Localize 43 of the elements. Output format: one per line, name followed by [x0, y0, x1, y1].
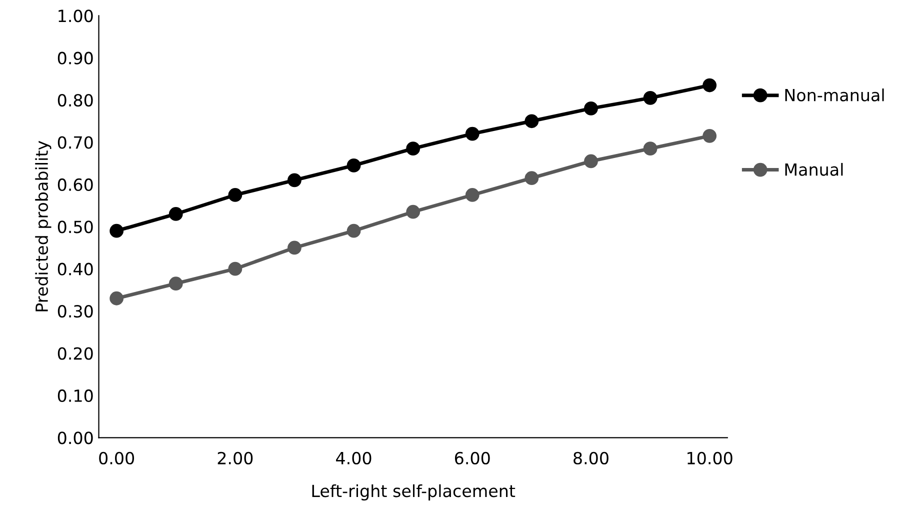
x-tick-label: 0.00: [99, 452, 134, 464]
y-tick-label: 0.10: [58, 389, 93, 402]
y-tick-label: 0.40: [58, 262, 93, 276]
y-tick-label: 0.30: [58, 305, 93, 318]
y-tick-label: 0.70: [58, 136, 93, 149]
legend-label: Non-manual: [785, 88, 884, 102]
y-tick-label: 0.50: [58, 220, 93, 234]
y-tick-label: 0.90: [58, 52, 93, 64]
point: [643, 142, 658, 156]
point: [465, 188, 480, 202]
point: [228, 188, 242, 202]
point: [346, 158, 361, 172]
point: [346, 224, 361, 238]
x-tick-label: 10.00: [688, 452, 732, 464]
point: [584, 102, 598, 116]
x-tick-label: 8.00: [574, 452, 608, 464]
point: [702, 128, 717, 143]
point: [406, 142, 420, 156]
point: [168, 276, 183, 291]
point: [643, 90, 658, 105]
y-axis-title: Predicted probability: [35, 140, 52, 312]
point: [168, 207, 183, 221]
point: [288, 240, 302, 255]
y-tick-label: 0.80: [58, 94, 93, 107]
x-tick-label: 6.00: [454, 452, 490, 464]
point: [228, 262, 242, 276]
x-axis-title: Left-right self-placement: [312, 484, 516, 500]
point: [584, 154, 598, 168]
y-tick-label: 0.60: [58, 178, 93, 192]
point: [524, 114, 539, 128]
point: [406, 204, 420, 219]
y-tick-label: 0.00: [58, 432, 93, 444]
point: [110, 291, 124, 306]
point: [702, 78, 717, 92]
point: [465, 126, 480, 141]
y-tick-label: 1.00: [58, 10, 93, 22]
x-tick-label: 2.00: [218, 452, 253, 464]
legend-label: Manual: [785, 162, 843, 176]
x-tick-label: 4.00: [336, 452, 372, 464]
point: [524, 171, 539, 186]
y-tick-label: 0.20: [58, 347, 93, 360]
point: [288, 173, 302, 188]
point: [110, 224, 124, 238]
